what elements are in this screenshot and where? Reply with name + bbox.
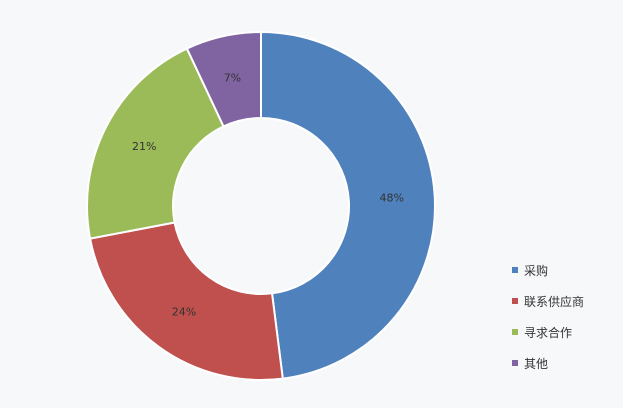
donut-slice-contact-suppliers[interactable] [88,221,284,381]
legend-label-seek-cooperation: 寻求合作 [524,325,573,340]
legend-swatch-seek-cooperation [512,329,518,335]
legend-label-procurement: 采购 [524,263,549,278]
legend-item-contact-suppliers[interactable]: 联系供应商 [512,290,620,312]
legend-item-procurement[interactable]: 采购 [512,259,620,281]
data-label-contact-suppliers: 24% [172,305,196,318]
donut-slice-procurement[interactable] [260,30,436,380]
legend-swatch-contact-suppliers [512,298,518,304]
chart-legend: 采购 联系供应商 寻求合作 其他 [512,259,620,383]
legend-swatch-procurement [512,267,518,273]
legend-item-seek-cooperation[interactable]: 寻求合作 [512,321,620,343]
legend-label-other: 其他 [524,356,549,371]
donut-slice-other[interactable] [185,30,262,128]
donut-slice-seek-cooperation[interactable] [86,47,225,240]
legend-swatch-other [512,360,518,366]
legend-label-contact-suppliers: 联系供应商 [524,294,585,309]
legend-item-other[interactable]: 其他 [512,352,620,374]
data-label-procurement: 48% [380,191,404,204]
data-label-seek-cooperation: 21% [132,140,156,153]
data-label-other: 7% [224,72,241,85]
